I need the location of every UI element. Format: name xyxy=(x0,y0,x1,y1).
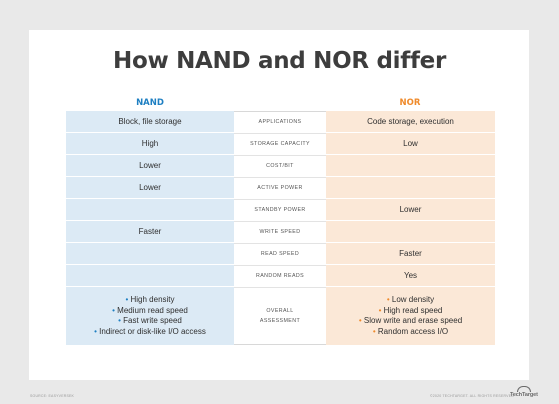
row-label: STANDBY POWER xyxy=(234,199,326,220)
row-label: READ SPEED xyxy=(234,243,326,264)
nor-cell: Code storage, execution xyxy=(326,111,495,132)
table-row: Faster WRITE SPEED xyxy=(66,221,495,243)
overall-label-line2: ASSESSMENT xyxy=(259,318,301,324)
nor-cell xyxy=(326,221,495,242)
nand-cell: Lower xyxy=(66,177,234,198)
source-note: SOURCE: EASYVERSEK xyxy=(30,394,75,398)
nand-cell: Lower xyxy=(66,155,234,176)
table-row: Lower ACTIVE POWER xyxy=(66,177,495,199)
page-title: How NAND and NOR differ xyxy=(113,48,446,74)
logo-text: TechTarget xyxy=(510,392,538,398)
bullet-icon: • xyxy=(112,305,115,315)
table-row: High STORAGE CAPACITY Low xyxy=(66,133,495,155)
nor-cell xyxy=(326,177,495,198)
bullet-icon: • xyxy=(358,316,362,325)
nand-column-header: NAND xyxy=(136,98,164,108)
logo-arc-icon xyxy=(516,386,531,392)
techtarget-logo: TechTarget xyxy=(510,386,538,398)
nor-overall-item: Random access I/O xyxy=(377,326,449,336)
nor-cell: Faster xyxy=(326,243,495,264)
overall-label-line1: OVERALL xyxy=(266,308,294,314)
nor-cell: Low xyxy=(326,133,495,154)
nand-overall-item: Indirect or disk-like I/O access xyxy=(99,326,206,336)
row-label: APPLICATIONS xyxy=(234,111,326,132)
table-row: Lower COST/BIT xyxy=(66,155,495,177)
table-row-overall: • High density • Medium read speed • Fas… xyxy=(66,287,495,346)
row-label-overall: OVERALL ASSESSMENT xyxy=(234,287,326,345)
bullet-icon: • xyxy=(378,305,382,315)
table-row: READ SPEED Faster xyxy=(66,243,495,265)
bullet-icon: • xyxy=(386,295,390,304)
nand-cell: Block, file storage xyxy=(66,111,234,132)
row-label: RANDOM READS xyxy=(234,265,326,286)
nor-cell xyxy=(326,155,495,176)
bullet-icon: • xyxy=(372,326,376,336)
bullet-icon: • xyxy=(118,316,121,325)
nand-cell xyxy=(66,243,234,264)
nand-overall-item: Fast write speed xyxy=(123,316,182,325)
nor-column-header: NOR xyxy=(399,98,421,108)
bullet-icon: • xyxy=(94,326,97,336)
table-row: RANDOM READS Yes xyxy=(66,265,495,287)
table-row: STANDBY POWER Lower xyxy=(66,199,495,221)
row-label: STORAGE CAPACITY xyxy=(234,133,326,154)
nor-overall-item: High read speed xyxy=(383,305,443,315)
nand-cell xyxy=(66,265,234,286)
nand-cell: High xyxy=(66,133,234,154)
nor-overall-item: Slow write and erase speed xyxy=(363,316,463,325)
nand-overall-item: High density xyxy=(130,295,175,304)
nand-overall-item: Medium read speed xyxy=(117,305,188,315)
nand-cell: Faster xyxy=(66,221,234,242)
nand-overall-cell: • High density • Medium read speed • Fas… xyxy=(66,287,234,345)
table-row: Block, file storage APPLICATIONS Code st… xyxy=(66,111,495,133)
nor-cell: Yes xyxy=(326,265,495,286)
bullet-icon: • xyxy=(125,295,129,304)
comparison-table: Block, file storage APPLICATIONS Code st… xyxy=(66,111,495,346)
row-label: COST/BIT xyxy=(234,155,326,176)
nor-overall-item: Low density xyxy=(391,295,435,304)
nand-cell xyxy=(66,199,234,220)
nor-overall-cell: • Low density • High read speed • Slow w… xyxy=(326,287,495,345)
row-label: ACTIVE POWER xyxy=(234,177,326,198)
row-label: WRITE SPEED xyxy=(234,221,326,242)
nor-cell: Lower xyxy=(326,199,495,220)
copyright-note: ©2020 TECHTARGET. ALL RIGHTS RESERVED xyxy=(430,394,514,398)
